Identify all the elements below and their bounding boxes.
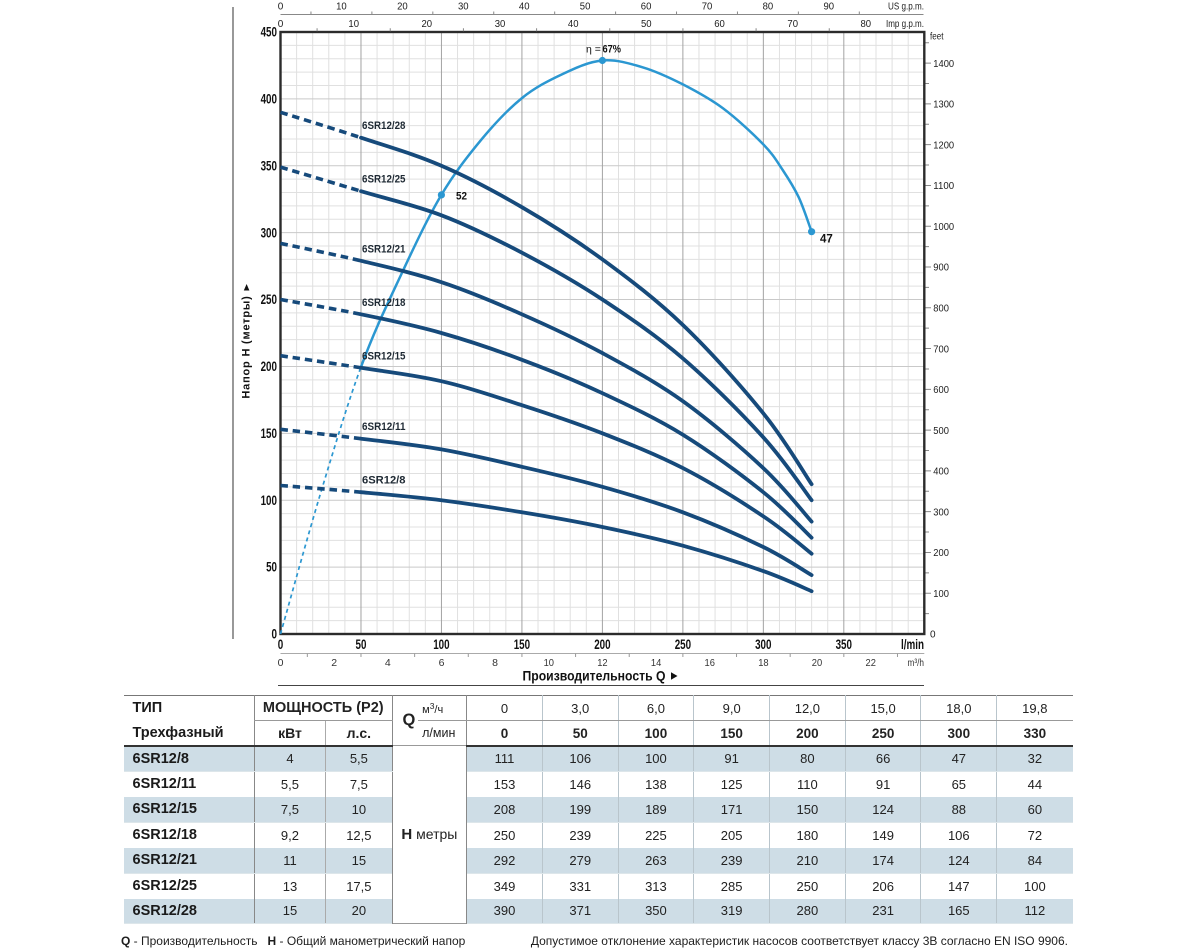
svg-text:200: 200 [261, 359, 277, 374]
svg-text:1200: 1200 [933, 140, 954, 151]
svg-text:22: 22 [866, 657, 877, 669]
svg-text:6: 6 [439, 657, 445, 669]
svg-text:150: 150 [261, 426, 277, 441]
svg-text:300: 300 [933, 507, 949, 518]
svg-text:250: 250 [675, 637, 691, 652]
svg-text:300: 300 [261, 225, 277, 240]
svg-text:200: 200 [594, 637, 610, 652]
svg-text:67%: 67% [603, 43, 622, 55]
svg-text:350: 350 [261, 158, 277, 173]
svg-text:1100: 1100 [933, 181, 954, 192]
svg-text:50: 50 [641, 19, 652, 30]
svg-text:6SR12/8: 6SR12/8 [362, 475, 406, 487]
svg-text:100: 100 [433, 637, 449, 652]
svg-text:4: 4 [385, 657, 391, 669]
svg-text:250: 250 [261, 292, 277, 307]
svg-text:60: 60 [641, 2, 652, 13]
svg-text:20: 20 [397, 2, 408, 13]
svg-text:80: 80 [763, 2, 774, 13]
svg-text:52: 52 [456, 191, 467, 203]
svg-text:30: 30 [458, 2, 469, 13]
svg-text:100: 100 [261, 493, 277, 508]
svg-text:6SR12/28: 6SR12/28 [362, 120, 406, 132]
svg-text:20: 20 [422, 19, 433, 30]
svg-text:70: 70 [787, 19, 798, 30]
svg-text:150: 150 [514, 637, 530, 652]
svg-text:1400: 1400 [933, 59, 954, 70]
svg-text:600: 600 [933, 385, 949, 396]
svg-text:1000: 1000 [933, 222, 954, 233]
svg-text:l/min: l/min [901, 637, 924, 652]
svg-text:feet: feet [930, 32, 944, 43]
svg-text:0: 0 [272, 627, 278, 642]
svg-text:1300: 1300 [933, 100, 954, 111]
svg-text:m³/h: m³/h [908, 658, 925, 669]
svg-text:50: 50 [580, 2, 591, 13]
svg-text:80: 80 [861, 19, 872, 30]
svg-text:200: 200 [933, 548, 949, 559]
svg-text:η =: η = [586, 43, 601, 55]
svg-text:100: 100 [933, 589, 949, 600]
svg-text:10: 10 [544, 657, 555, 669]
svg-text:6SR12/25: 6SR12/25 [362, 174, 406, 186]
svg-text:6SR12/21: 6SR12/21 [362, 243, 406, 255]
svg-text:400: 400 [933, 467, 949, 478]
svg-text:50: 50 [356, 637, 367, 652]
svg-text:Imp g.p.m.: Imp g.p.m. [886, 19, 924, 30]
svg-text:12: 12 [597, 657, 608, 669]
svg-text:47: 47 [820, 234, 833, 246]
svg-text:0: 0 [278, 657, 284, 669]
svg-text:Производительность Q: Производительность Q [523, 669, 666, 684]
svg-text:20: 20 [812, 657, 823, 669]
svg-text:40: 40 [519, 2, 530, 13]
svg-text:6SR12/11: 6SR12/11 [362, 421, 406, 433]
svg-text:70: 70 [702, 2, 713, 13]
svg-text:18: 18 [758, 657, 769, 669]
svg-text:450: 450 [261, 25, 277, 40]
svg-text:0: 0 [278, 19, 284, 30]
svg-text:30: 30 [495, 19, 506, 30]
svg-text:6SR12/15: 6SR12/15 [362, 350, 406, 362]
svg-text:40: 40 [568, 19, 579, 30]
svg-text:0: 0 [278, 637, 284, 652]
svg-text:90: 90 [824, 2, 835, 13]
svg-text:0: 0 [930, 630, 936, 641]
svg-text:16: 16 [705, 657, 716, 669]
svg-text:500: 500 [933, 426, 949, 437]
svg-text:8: 8 [492, 657, 498, 669]
svg-text:Напор H (метры): Напор H (метры) [241, 295, 253, 398]
svg-text:US g.p.m.: US g.p.m. [888, 2, 924, 13]
svg-text:800: 800 [933, 304, 949, 315]
svg-text:300: 300 [755, 637, 771, 652]
svg-text:50: 50 [266, 560, 277, 575]
svg-text:60: 60 [714, 19, 725, 30]
svg-text:0: 0 [278, 2, 284, 13]
svg-text:10: 10 [336, 2, 347, 13]
svg-text:6SR12/18: 6SR12/18 [362, 297, 406, 309]
svg-text:10: 10 [348, 19, 359, 30]
svg-text:2: 2 [331, 657, 337, 669]
svg-text:700: 700 [933, 344, 949, 355]
svg-text:350: 350 [836, 637, 852, 652]
svg-text:14: 14 [651, 657, 662, 669]
svg-text:400: 400 [261, 92, 277, 107]
svg-text:900: 900 [933, 263, 949, 274]
